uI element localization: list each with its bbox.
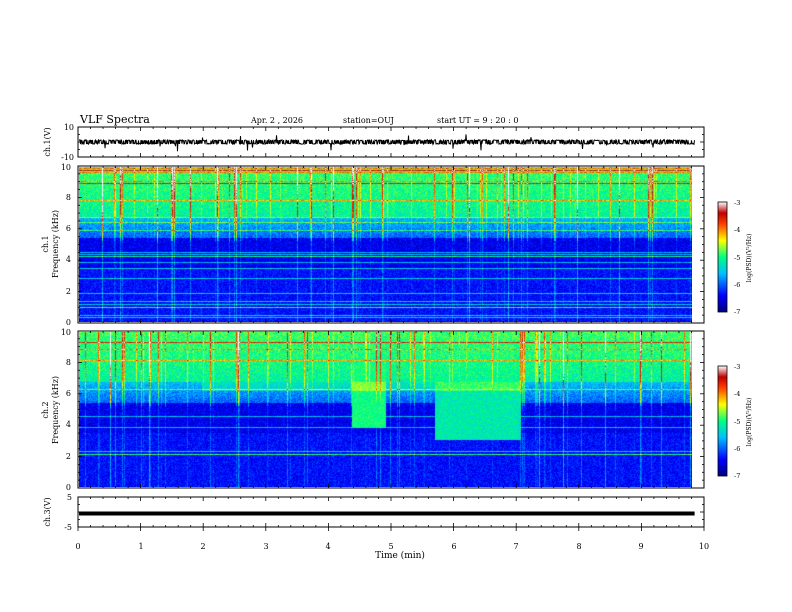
- ch1-spectrogram-panel: 0 2 4 6 8 10 ch.1 Frequency (kHz): [41, 163, 705, 327]
- ch1-cbar-tick-m4: -4: [734, 226, 740, 234]
- ch1-waveform-ylabel: ch.1(V): [43, 127, 52, 156]
- xtick-10: 10: [699, 542, 709, 551]
- date-label: Apr. 2 , 2026: [250, 116, 303, 125]
- ch1-ytick-8: 8: [66, 193, 71, 202]
- ch1-spectrogram-ylabel-freq: Frequency (kHz): [51, 210, 60, 278]
- ch3-ytick-bottom: -5: [64, 523, 72, 532]
- xtick-0: 0: [75, 542, 80, 551]
- ch2-spectrogram-panel: 0 2 4 6 8 10 ch.2 Frequency (kHz): [41, 328, 705, 492]
- xtick-3: 3: [263, 542, 268, 551]
- ch2-spectrogram-ylabel-channel: ch.2: [41, 401, 50, 418]
- ch1-ytick-bottom: -10: [61, 153, 74, 162]
- xtick-9: 9: [638, 542, 643, 551]
- xtick-7: 7: [513, 542, 518, 551]
- ch2-ytick-2: 2: [66, 452, 71, 461]
- ch2-ytick-4: 4: [66, 420, 71, 429]
- ch3-waveform-ylabel: ch.3(V): [43, 497, 52, 526]
- ch2-spectrogram-heatmap: [79, 332, 692, 487]
- ch1-cbar-tick-m5: -5: [734, 254, 740, 262]
- xtick-8: 8: [576, 542, 581, 551]
- ch2-ytick-10: 10: [61, 328, 71, 337]
- ch2-spectrogram-ylabel-freq: Frequency (kHz): [51, 376, 60, 444]
- xtick-2: 2: [200, 542, 205, 551]
- start-time-label: start UT = 9 : 20 : 0: [437, 116, 518, 125]
- ch1-ytick-4: 4: [66, 255, 71, 264]
- ch1-colorbar-scale: [717, 201, 728, 313]
- ch2-cbar-tick-m5: -5: [734, 418, 740, 426]
- station-label: station=OUJ: [343, 116, 394, 125]
- ch2-ytick-6: 6: [66, 389, 71, 398]
- ch1-waveform-panel: 10 -10 ch.1(V): [43, 123, 705, 162]
- xtick-4: 4: [325, 542, 330, 551]
- ch1-spectrogram-heatmap: [79, 167, 692, 322]
- ch2-colorbar-label: log(PSD)(V²/Hz): [746, 398, 753, 447]
- ch1-cbar-tick-m3: -3: [734, 199, 740, 207]
- ch2-ytick-0: 0: [66, 483, 71, 492]
- ch2-colorbar-scale: [717, 365, 728, 477]
- figure-title: VLF Spectra: [79, 113, 150, 126]
- ch2-cbar-tick-m7: -7: [734, 472, 740, 480]
- ch2-cbar-tick-m3: -3: [734, 363, 740, 371]
- ch1-spectrogram-ylabel-channel: ch.1: [41, 235, 50, 252]
- xtick-5: 5: [388, 542, 393, 551]
- ch1-cbar-tick-m6: -6: [734, 281, 740, 289]
- x-axis-label: Time (min): [375, 550, 425, 561]
- ch1-colorbar: -3 -4 -5 -6 -7 log(PSD)(V²/Hz): [717, 199, 753, 316]
- axis-ticks: [77, 126, 705, 531]
- ch2-ytick-8: 8: [66, 358, 71, 367]
- ch1-cbar-tick-m7: -7: [734, 308, 740, 316]
- ch1-ytick-0: 0: [66, 318, 71, 327]
- ch1-ytick-top: 10: [64, 123, 74, 132]
- ch3-ytick-top: 5: [67, 493, 72, 502]
- ch1-colorbar-label: log(PSD)(V²/Hz): [746, 234, 753, 283]
- xtick-1: 1: [138, 542, 143, 551]
- ch1-ytick-2: 2: [66, 287, 71, 296]
- ch2-cbar-tick-m4: -4: [734, 390, 740, 398]
- ch1-ytick-10: 10: [61, 163, 71, 172]
- x-axis: 0 1 2 3 4 5 6 7 8 9 10 Time (min): [75, 542, 709, 561]
- ch2-colorbar: -3 -4 -5 -6 -7 log(PSD)(V²/Hz): [717, 363, 753, 480]
- ch2-cbar-tick-m6: -6: [734, 445, 740, 453]
- xtick-6: 6: [451, 542, 456, 551]
- ch1-trace: [78, 134, 695, 152]
- ch1-ytick-6: 6: [66, 224, 71, 233]
- ch3-waveform-panel: 5 -5 ch.3(V): [43, 493, 705, 532]
